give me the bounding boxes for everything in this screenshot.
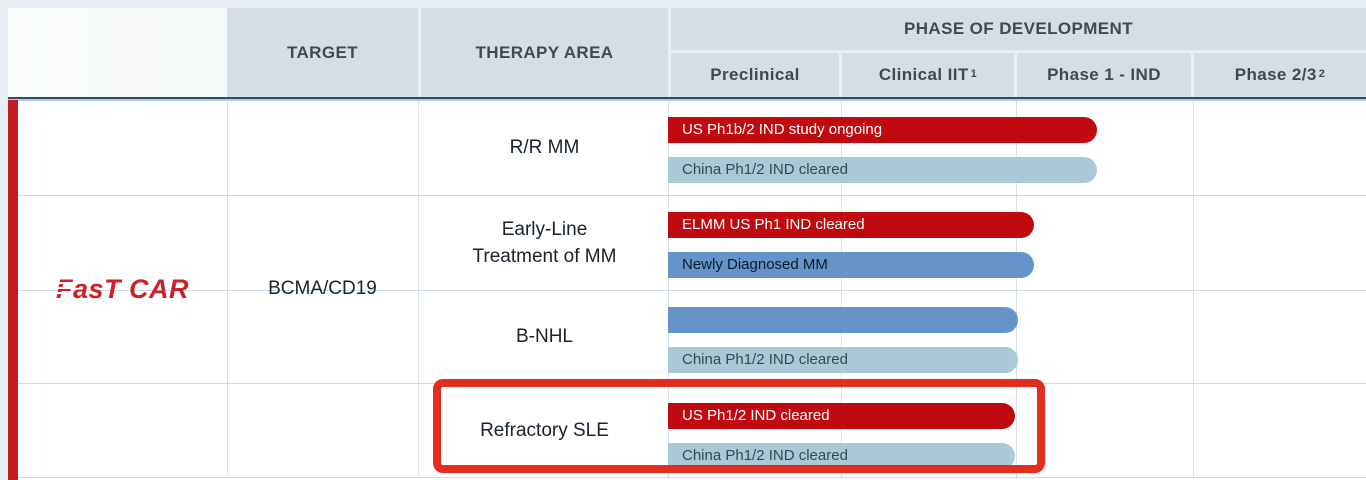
- phase-column-label: Phase 2/3: [1234, 65, 1317, 84]
- logo-header-cell: [8, 8, 227, 97]
- gridline-vertical: [227, 101, 228, 477]
- therapy-area-refractory-sle: Refractory SLE: [480, 419, 609, 441]
- target-column-header: TARGET: [227, 8, 418, 97]
- row-separator: [18, 195, 1366, 196]
- gridline-vertical: [841, 101, 842, 477]
- row-separator: [18, 290, 1366, 291]
- gridline-vertical: [668, 101, 669, 477]
- phase-column-phase1-ind: Phase 1 - IND: [1017, 53, 1191, 97]
- pipeline-bar: Newly Diagnosed MM: [668, 252, 1034, 278]
- fastcar-logo-text: FasT CAR: [55, 273, 189, 304]
- pipeline-bar: US Ph1b/2 IND study ongoing: [668, 117, 1097, 143]
- pipeline-bar: China Ph1/2 IND cleared: [668, 157, 1097, 183]
- phase-column-label: Phase 1 - IND: [1047, 65, 1161, 84]
- footnote-marker: 1: [970, 68, 978, 80]
- pipeline-bar: China Ph1/2 IND cleared: [668, 443, 1015, 469]
- therapy-area-column-header: THERAPY AREA: [421, 8, 668, 97]
- therapy-area-b-nhl: B-NHL: [515, 326, 573, 347]
- left-accent-bar: [8, 100, 18, 480]
- phase-column-preclinical: Preclinical: [671, 53, 839, 97]
- fastcar-logo: FasT CAR: [18, 101, 227, 477]
- header-divider-line-light: [8, 99, 1366, 101]
- pipeline-bar: US Ph1/2 IND cleared: [668, 403, 1015, 429]
- therapy-area-early-line-mm: Early-Line Treatment of MM: [472, 218, 617, 267]
- phase-column-label: Preclinical: [710, 65, 800, 84]
- gridline-vertical: [1193, 101, 1194, 477]
- phase-column-label: Clinical IIT: [878, 65, 969, 84]
- refractory-sle-highlight-outline: [433, 379, 1045, 473]
- phase-column-phase23: Phase 2/3 2: [1194, 53, 1366, 97]
- footnote-marker: 2: [1318, 68, 1326, 80]
- pipeline-bar: ELMM US Ph1 IND cleared: [668, 212, 1034, 238]
- pipeline-bar: China Ph1/2 IND cleared: [668, 347, 1018, 373]
- target-value: BCMA/CD19: [268, 278, 377, 299]
- header-divider-line: [8, 97, 1366, 99]
- phase-column-clinical-iit: Clinical IIT 1: [842, 53, 1014, 97]
- phase-of-development-header: PHASE OF DEVELOPMENT: [671, 8, 1366, 50]
- therapy-area-rr-mm: R/R MM: [509, 137, 580, 158]
- gridline-vertical: [418, 101, 419, 477]
- row-separator: [18, 477, 1366, 478]
- gridline-vertical: [1016, 101, 1017, 477]
- pipeline-bar: [668, 307, 1018, 333]
